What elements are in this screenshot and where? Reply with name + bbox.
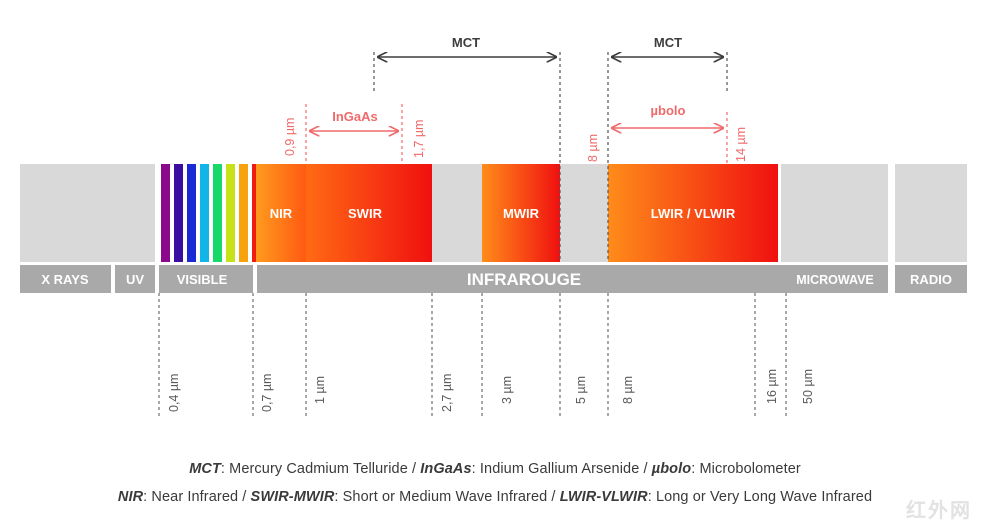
wavelength-dashed-lines [158, 293, 787, 418]
wavelength-tick-labels: 0,4 µm 0,7 µm 1 µm 2,7 µm 3 µm 5 µm 8 µm… [167, 369, 815, 412]
gap-block-2-3um [432, 164, 482, 262]
mwir-block [482, 164, 560, 262]
visible-stripe [200, 164, 209, 262]
legend-def-swir-mwir: : Short or Medium Wave Infrared / [334, 489, 560, 505]
legend-term-swir-mwir: SWIR-MWIR [250, 489, 335, 505]
legend-def-ubolo: : Microbolometer [691, 461, 801, 477]
tick-label-0-4um: 0,4 µm [167, 374, 181, 412]
mct-lwir-bracket: MCT [607, 35, 728, 262]
x-rays-label: X RAYS [41, 272, 89, 287]
legend-line-2: NIR: Near Infrared / SWIR-MWIR: Short or… [0, 489, 990, 505]
uv-bar [115, 265, 155, 293]
legend-term-mct: MCT [189, 461, 221, 477]
x-rays-block [20, 164, 155, 262]
legend-def-nir: : Near Infrared / [143, 489, 251, 505]
mct-label-2: MCT [654, 35, 682, 50]
tick-label-8um: 8 µm [621, 376, 635, 404]
tick-label-16um: 16 µm [765, 369, 779, 404]
visible-label: VISIBLE [177, 272, 228, 287]
legend-line-1: MCT: Mercury Cadmium Telluride / InGaAs:… [0, 461, 990, 477]
nir-block [256, 164, 306, 262]
tick-label-50um: 50 µm [801, 369, 815, 404]
visible-stripe [239, 164, 248, 262]
legend-term-nir: NIR [117, 489, 144, 505]
uv-label: UV [126, 272, 144, 287]
visible-stripe [174, 164, 183, 262]
tick-label-5um: 5 µm [574, 376, 588, 404]
ubolo-bracket: µbolo 8 µm 14 µm [586, 103, 748, 164]
far-ir-block [781, 164, 888, 262]
x-rays-bar [20, 265, 111, 293]
tick-label-1um: 1 µm [313, 376, 327, 404]
swir-block [306, 164, 432, 262]
ingaas-bracket: InGaAs 0,9 µm 1,7 µm [283, 104, 426, 164]
ubolo-end-label: 14 µm [734, 127, 748, 162]
microwave-label: MICROWAVE [796, 273, 874, 287]
mct-label-1: MCT [452, 35, 480, 50]
lwir-label: LWIR / VLWIR [651, 206, 736, 221]
ingaas-start-label: 0,9 µm [283, 118, 297, 156]
ingaas-label: InGaAs [332, 109, 378, 124]
ubolo-label: µbolo [651, 103, 686, 118]
radio-bar [895, 265, 967, 293]
infrarouge-bar [257, 265, 888, 293]
swir-label: SWIR [348, 206, 383, 221]
watermark-logo: 红外网 [906, 498, 972, 522]
visible-stripe [213, 164, 222, 262]
legend-def-lwir-vlwir: : Long or Very Long Wave Infrared [647, 489, 873, 505]
infrarouge-label: INFRAROUGE [467, 270, 581, 289]
tick-label-2-7um: 2,7 µm [440, 374, 454, 412]
legend-term-lwir-vlwir: LWIR-VLWIR [559, 489, 648, 505]
legend-term-ubolo: µbolo [651, 461, 692, 477]
tick-label-3um: 3 µm [500, 376, 514, 404]
ingaas-end-label: 1,7 µm [412, 120, 426, 158]
mwir-label: MWIR [503, 206, 540, 221]
radio-block [895, 164, 967, 262]
visible-stripe [161, 164, 170, 262]
legend-def-mct: : Mercury Cadmium Telluride / [220, 461, 421, 477]
mct-swir-mwir-bracket: MCT [373, 35, 561, 262]
visible-stripe [187, 164, 196, 262]
tick-label-0-7um: 0,7 µm [260, 374, 274, 412]
gap-block-5-8um [560, 164, 608, 262]
lwir-block [608, 164, 778, 262]
legend-term-ingaas: InGaAs [420, 461, 472, 477]
visible-stripe [226, 164, 235, 262]
legend-def-ingaas: : Indium Gallium Arsenide / [471, 461, 652, 477]
nir-label: NIR [270, 206, 293, 221]
ubolo-start-label: 8 µm [586, 134, 600, 162]
visible-bar [159, 265, 253, 293]
radio-label: RADIO [910, 272, 952, 287]
visible-spectrum-stripes [161, 164, 261, 262]
